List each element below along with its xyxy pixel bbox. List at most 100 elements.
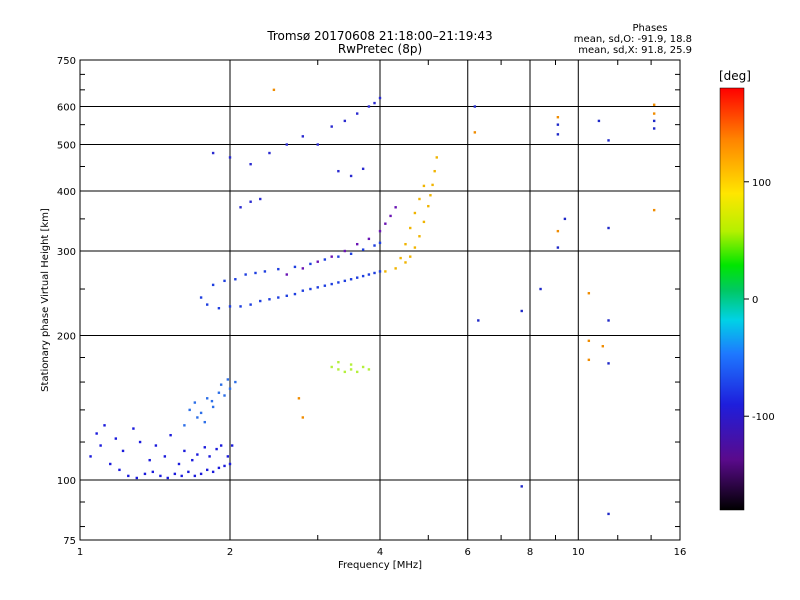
data-point (361, 167, 365, 171)
data-point (239, 206, 242, 209)
data-point (268, 151, 271, 155)
data-point (228, 156, 232, 159)
x-tick-label: 4 (377, 547, 383, 558)
data-point (180, 474, 183, 478)
data-point (343, 279, 347, 283)
x-tick-label: 6 (465, 547, 471, 558)
data-point (652, 103, 656, 106)
data-point (301, 267, 305, 270)
data-point (188, 408, 191, 412)
data-point (103, 424, 106, 427)
data-point (210, 399, 214, 403)
data-point (349, 363, 353, 366)
data-point (367, 105, 371, 108)
data-point (249, 162, 252, 166)
colorbar-tick-label: 0 (752, 295, 758, 306)
data-point (239, 305, 242, 308)
data-point (418, 235, 421, 238)
data-point (473, 105, 477, 108)
data-point (330, 282, 333, 286)
data-point (263, 270, 267, 273)
data-point (193, 401, 197, 404)
data-point (337, 255, 340, 258)
data-point (230, 444, 234, 447)
data-point (520, 309, 523, 313)
data-point (228, 462, 232, 466)
data-point (187, 470, 190, 474)
data-point (429, 194, 432, 197)
data-point (409, 226, 412, 230)
data-point (89, 455, 92, 458)
data-point (196, 453, 199, 456)
data-point (355, 242, 359, 246)
y-axis-label: Stationary phase Virtual Height [km] (40, 208, 51, 392)
data-point (520, 485, 523, 488)
data-point (114, 437, 118, 440)
data-point (211, 405, 215, 409)
data-point (361, 365, 365, 369)
data-point (330, 255, 333, 258)
data-point (183, 449, 186, 453)
data-point (223, 279, 226, 283)
data-point (138, 440, 142, 444)
data-point (272, 88, 276, 92)
data-point (431, 183, 434, 187)
chart-title: Tromsø 20170608 21:18:00–21:19:43 (266, 29, 492, 43)
data-point (234, 278, 237, 281)
data-point (367, 273, 371, 276)
data-point (219, 383, 223, 386)
data-point (228, 305, 232, 308)
data-point (316, 143, 319, 146)
data-point (196, 416, 199, 419)
data-point (413, 211, 417, 215)
data-point (652, 208, 656, 212)
data-point (211, 283, 215, 287)
data-point (277, 296, 280, 299)
data-point (378, 96, 382, 100)
colorbar-ticks: 100 0 -100 (744, 178, 775, 423)
data-point (223, 394, 226, 397)
data-point (193, 474, 197, 478)
data-point (191, 458, 194, 462)
data-point (337, 281, 340, 284)
data-point (394, 267, 397, 270)
data-point (378, 270, 382, 273)
data-point (384, 270, 387, 273)
data-point (422, 184, 426, 188)
data-point (132, 427, 135, 430)
data-point (217, 307, 221, 310)
data-point (404, 242, 407, 246)
data-point (217, 391, 221, 394)
data-point (367, 368, 371, 371)
y-tick-label: 200 (57, 332, 76, 343)
data-point (135, 476, 138, 480)
data-point (127, 474, 130, 478)
data-point (394, 206, 397, 209)
data-point (378, 229, 382, 233)
chart-subtitle: RwPretec (8p) (338, 42, 422, 56)
data-point (293, 265, 297, 269)
phase-legend-title: Phases (632, 23, 667, 34)
data-point (373, 271, 376, 275)
data-point (355, 276, 359, 279)
data-point (148, 458, 151, 462)
y-tick-label: 750 (57, 56, 76, 67)
data-point (404, 261, 407, 264)
data-point (323, 258, 327, 261)
data-point (219, 444, 223, 447)
data-point (601, 345, 605, 348)
data-point (249, 200, 252, 203)
data-point (330, 365, 333, 369)
data-point (361, 248, 365, 251)
data-point (435, 156, 438, 159)
data-point (226, 455, 230, 458)
data-point (477, 319, 480, 322)
data-point (563, 217, 567, 221)
data-point (285, 273, 288, 276)
grid-layer (80, 60, 680, 540)
data-point (389, 214, 392, 218)
data-point (349, 368, 353, 371)
data-point (259, 299, 262, 303)
data-point (301, 416, 305, 419)
